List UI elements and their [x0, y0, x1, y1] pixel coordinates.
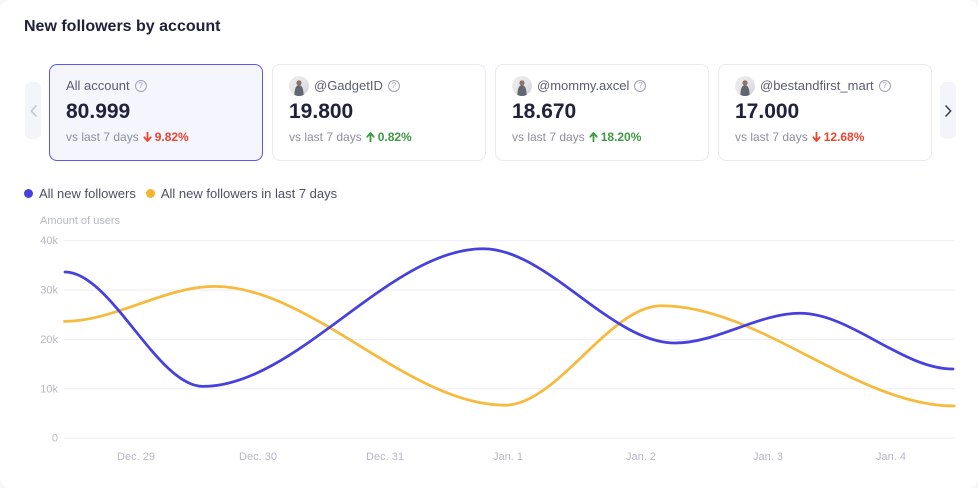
- svg-text:Jan. 4: Jan. 4: [876, 451, 906, 463]
- svg-text:Dec. 30: Dec. 30: [239, 451, 277, 463]
- svg-text:Jan. 2: Jan. 2: [626, 451, 656, 463]
- svg-text:30k: 30k: [40, 285, 58, 297]
- svg-text:Jan. 1: Jan. 1: [493, 451, 523, 463]
- svg-text:20k: 20k: [40, 334, 58, 346]
- svg-text:Jan. 3: Jan. 3: [753, 451, 783, 463]
- svg-text:0: 0: [52, 433, 58, 445]
- svg-text:Dec. 31: Dec. 31: [366, 451, 404, 463]
- svg-text:10k: 10k: [40, 383, 58, 395]
- svg-text:40k: 40k: [40, 235, 58, 247]
- svg-text:Dec. 29: Dec. 29: [117, 451, 155, 463]
